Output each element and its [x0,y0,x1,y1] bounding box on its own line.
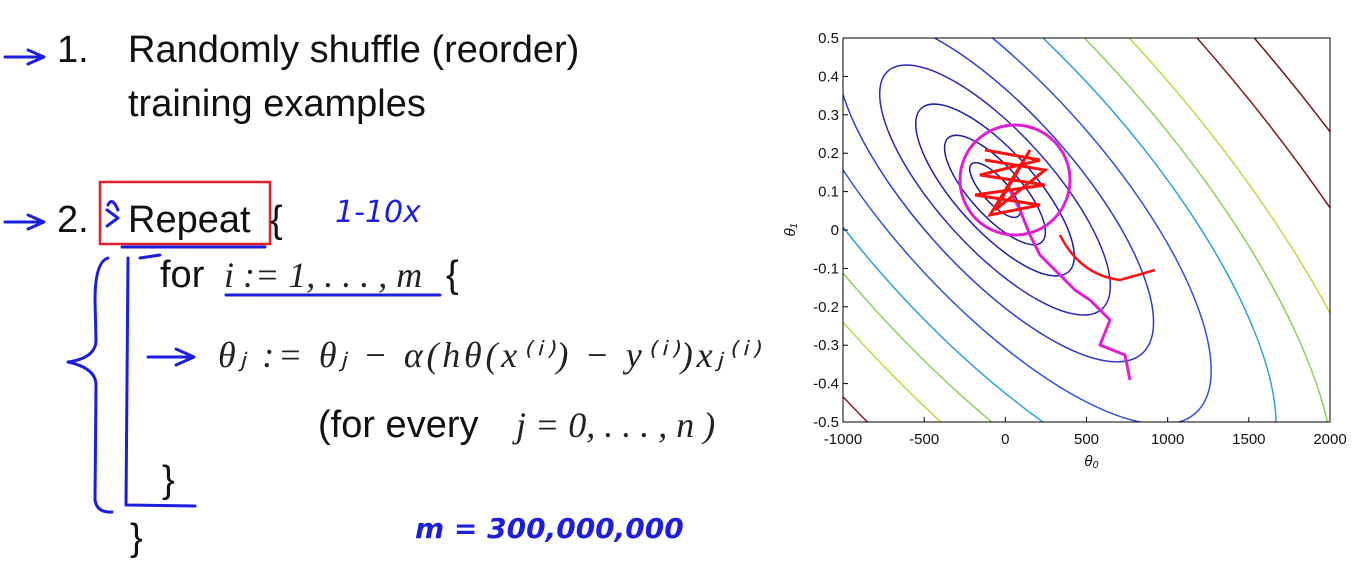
y-tick-label: 0.3 [818,107,839,124]
y-tick-label: -0.4 [813,376,839,393]
y-tick-label: -0.3 [813,337,839,354]
x-tick-label: -1000 [824,431,862,448]
y-tick-label: -0.5 [813,414,839,431]
contour-line [843,38,1330,422]
x-axis-label: θ₀ [1084,453,1098,470]
sgd-region [958,123,1072,237]
contour-line [843,38,1330,422]
contours [843,38,1330,422]
keyword: for [160,254,205,296]
step-number: 2. [57,199,89,241]
contour-line [914,103,1076,277]
annotation: 1-10x [335,195,421,230]
y-tick-label: -0.1 [813,260,839,277]
x-tick-label: 1000 [1151,431,1184,448]
brace: { [446,254,459,296]
y-tick-label: 0.2 [818,145,839,162]
hand-arrow [3,213,46,231]
x-tick-label: 500 [1074,431,1099,448]
text: (for every [318,404,478,446]
step-number: 1. [57,29,89,71]
hand-arrow [3,48,46,66]
annotation: m = 300,000,000 [415,512,684,545]
step-text: Randomly shuffle (reorder) [128,29,579,71]
brace: } [162,459,175,501]
y-tick-label: 0.1 [818,184,839,201]
hand-arrow [146,347,196,367]
keyword: Repeat [128,199,251,241]
contour-line [843,38,1212,422]
contour-line [943,134,1047,246]
formula: i := 1, . . . , m [224,255,422,295]
y-tick-label: 0 [831,222,839,239]
contour-line [843,38,1155,363]
plot: -1000 -500 0 500 1000 1500 2000 -0.5 -0.4 -0.3 -0.… [782,30,1347,470]
x-tick-label: -500 [909,431,939,448]
step-text: training examples [128,83,426,125]
y-tick-label: 0.5 [818,30,839,47]
hand-brace [66,256,114,514]
contour-line [969,161,1021,219]
x-tick-label: 0 [1001,431,1009,448]
y-tick-label: -0.2 [813,299,839,316]
y-tick-label: 0.4 [818,68,839,85]
brace: { [270,199,283,241]
formula: θⱼ := θⱼ − α(hθ(x⁽ⁱ⁾) − y⁽ⁱ⁾)xⱼ⁽ⁱ⁾ [218,335,761,375]
x-tick-label: 1500 [1232,431,1265,448]
sgd-scribble [974,148,1049,218]
x-tick-label: 2000 [1313,431,1346,448]
hand-mark [105,200,120,228]
frame [842,37,1331,423]
contour-line [843,38,1330,422]
hand-bracket [124,253,197,508]
contour-line [843,38,1277,422]
formula: j = 0, . . . , n ) [512,405,715,445]
y-axis-label: θ₁ [782,223,799,236]
sgd-path [1058,234,1156,282]
brace: } [130,517,143,559]
highlight-box [98,180,272,246]
sgd-path [1008,189,1132,381]
contour-line [878,64,1112,316]
